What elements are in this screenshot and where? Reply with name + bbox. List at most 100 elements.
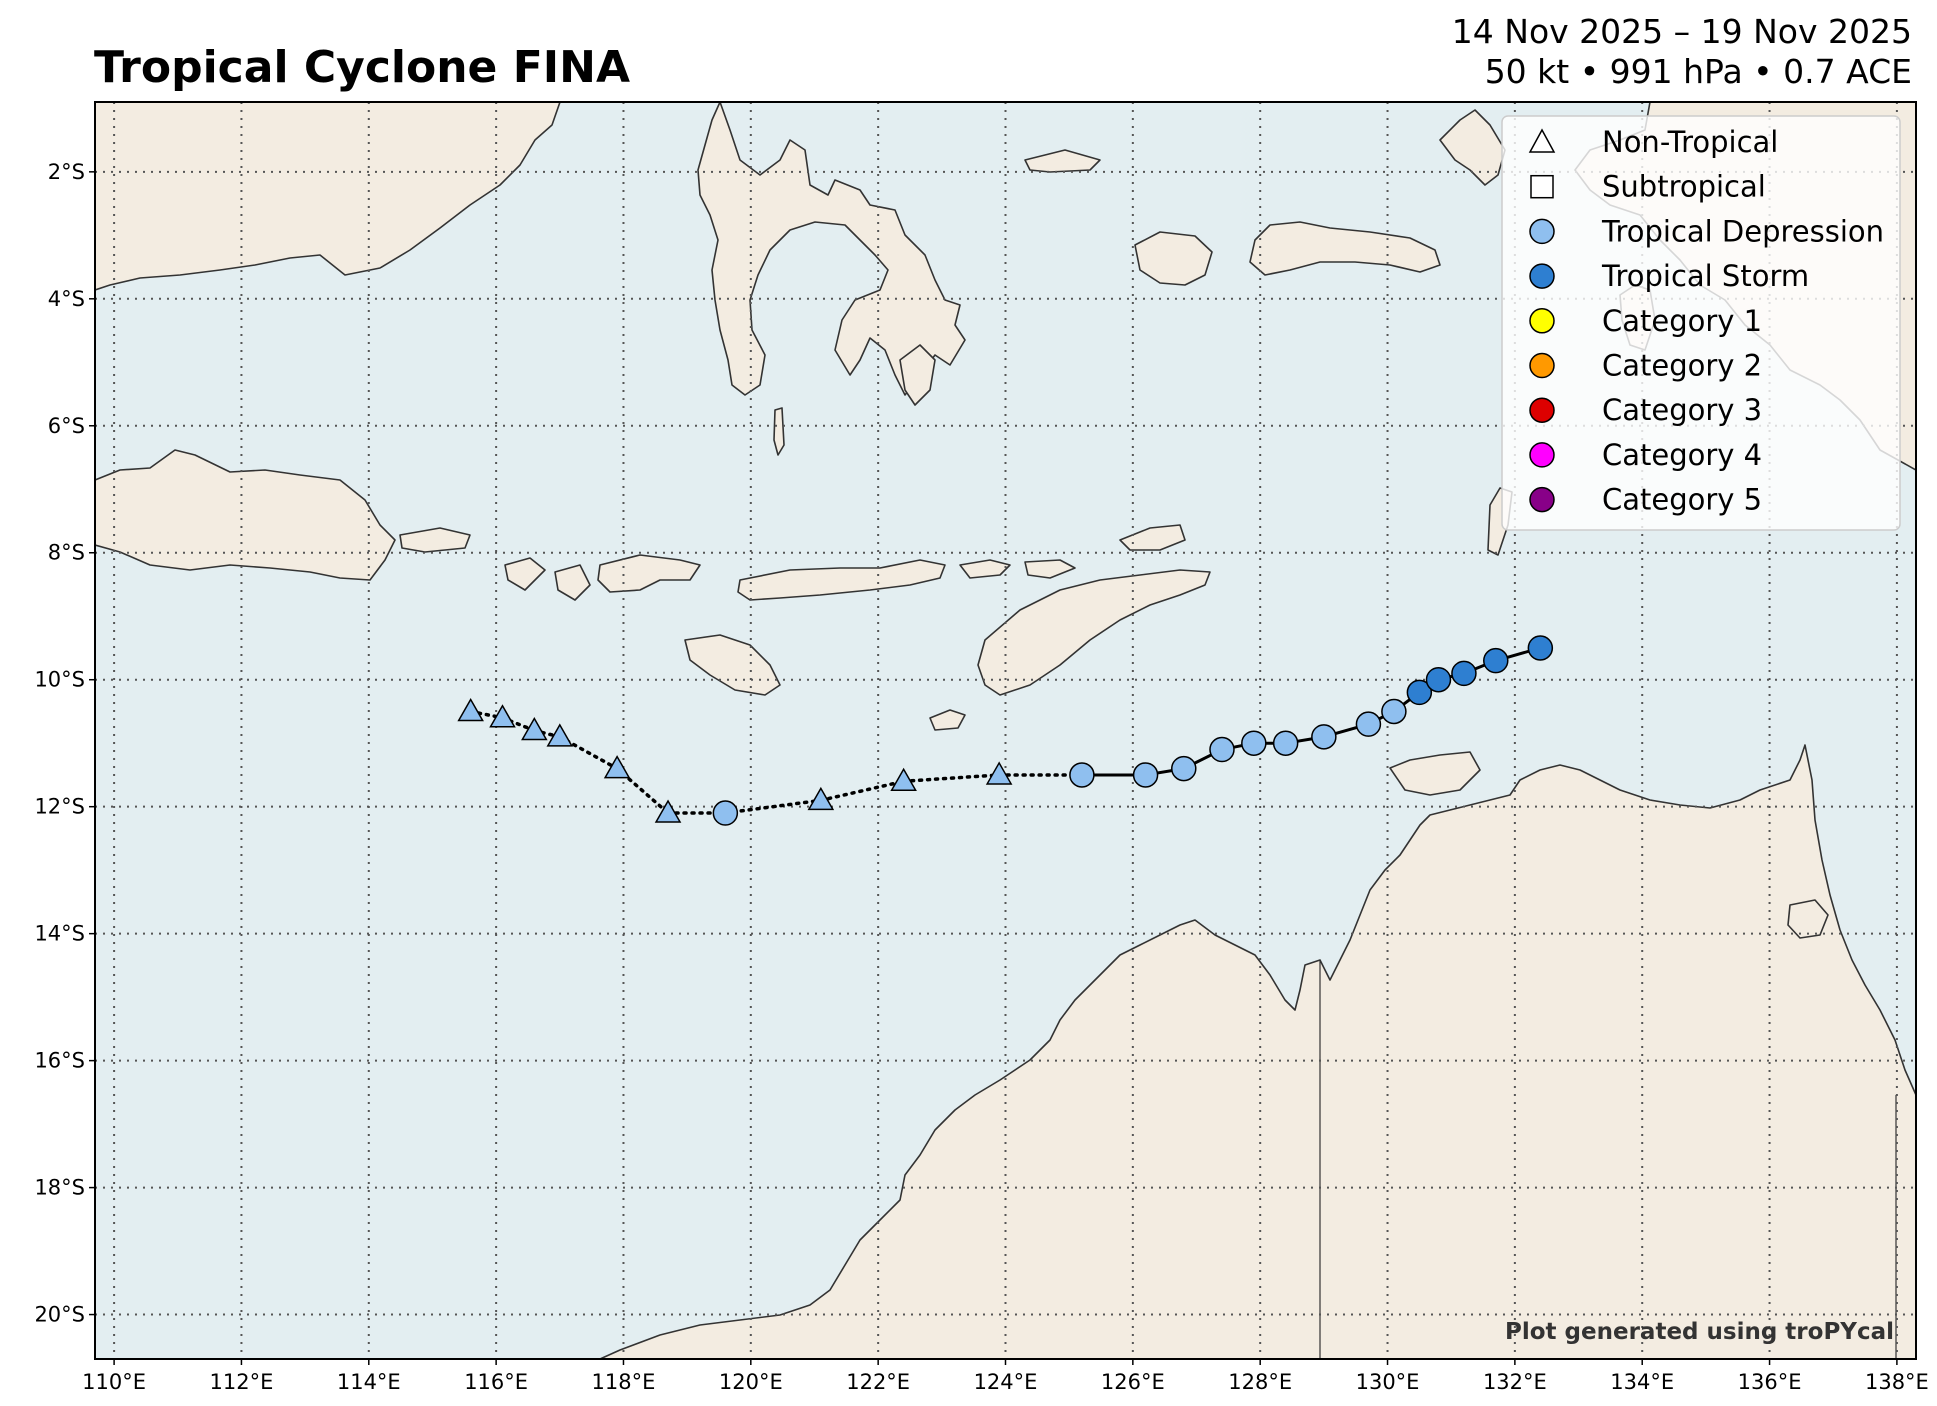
lon-tick-label: 122°E xyxy=(846,1370,910,1394)
track-point-non-tropical xyxy=(985,761,1013,785)
lat-tick-label: 6°S xyxy=(48,414,85,438)
track-point-tropical-depression xyxy=(1355,711,1382,737)
lat-tick-label: 12°S xyxy=(34,795,85,819)
lon-tick-label: 130°E xyxy=(1356,1370,1420,1394)
track-segment xyxy=(819,779,906,803)
land-wetar xyxy=(1024,559,1076,579)
track-point-tropical-depression xyxy=(1241,730,1267,756)
legend-marker-circle xyxy=(1529,263,1555,289)
legend-label: Subtropical xyxy=(1602,170,1766,204)
lon-tick-label: 134°E xyxy=(1610,1370,1674,1394)
track-point-tropical-storm xyxy=(1483,647,1509,674)
lat-tick-label: 18°S xyxy=(34,1176,85,1200)
legend-label: Tropical Depression xyxy=(1601,214,1884,248)
lon-tick-label: 132°E xyxy=(1483,1370,1547,1394)
land-flores xyxy=(737,559,946,601)
land-sumba xyxy=(684,634,781,696)
land-bali xyxy=(504,557,546,591)
lon-tick-label: 136°E xyxy=(1738,1370,1802,1394)
storm-stats: 50 kt • 991 hPa • 0.7 ACE xyxy=(1484,52,1912,91)
land-kalimantan xyxy=(95,102,561,291)
lat-tick-label: 16°S xyxy=(34,1049,85,1073)
land-tiwi xyxy=(1389,751,1481,796)
legend-marker-circle xyxy=(1529,218,1555,245)
legend-marker-circle xyxy=(1529,308,1555,334)
track-point-tropical-depression xyxy=(712,800,739,826)
land-java xyxy=(95,449,396,581)
land-alor xyxy=(959,559,1011,579)
legend-label: Category 1 xyxy=(1602,304,1762,338)
track-point-non-tropical xyxy=(654,799,682,823)
date-range: 14 Nov 2025 – 19 Nov 2025 xyxy=(1451,12,1912,51)
land-rote xyxy=(929,709,966,731)
map-title: Tropical Cyclone FINA xyxy=(94,42,631,93)
track-point-tropical-storm xyxy=(1406,679,1433,706)
lat-tick-label: 10°S xyxy=(34,668,85,692)
track-point-non-tropical xyxy=(457,697,484,722)
track-point-non-tropical xyxy=(603,755,631,779)
land-groote xyxy=(1787,899,1829,939)
track-point-non-tropical xyxy=(489,704,516,728)
track-point-non-tropical xyxy=(890,767,917,792)
track-point-non-tropical xyxy=(807,786,835,811)
legend-label: Category 4 xyxy=(1602,438,1762,472)
legend-marker-circle xyxy=(1529,442,1555,468)
land-sulawesi xyxy=(697,102,966,396)
lon-tick-label: 112°E xyxy=(210,1370,274,1394)
lon-tick-label: 124°E xyxy=(974,1370,1038,1394)
land-lombok xyxy=(554,564,591,601)
legend-marker-triangle xyxy=(1528,128,1556,153)
track-point-tropical-depression xyxy=(1381,698,1407,725)
track-point-tropical-depression xyxy=(1132,762,1159,788)
lat-tick-label: 4°S xyxy=(48,287,85,311)
land-seram xyxy=(1249,221,1441,276)
legend-label: Category 5 xyxy=(1602,483,1762,517)
track-segment xyxy=(500,716,537,733)
lat-tick-label: 2°S xyxy=(48,160,85,184)
track-point-tropical-depression xyxy=(1272,730,1299,756)
land-madura xyxy=(399,527,471,553)
lon-tick-label: 116°E xyxy=(464,1370,528,1394)
legend: Non-Tropical Subtropical Tropical Depressi… xyxy=(1501,115,1901,531)
track-point-non-tropical xyxy=(546,723,574,747)
lon-tick-label: 110°E xyxy=(82,1370,146,1394)
track-segment xyxy=(901,773,1001,784)
track-point-tropical-storm xyxy=(1451,660,1477,687)
land-buru xyxy=(1134,231,1213,286)
lon-tick-label: 120°E xyxy=(719,1370,783,1394)
land-timor xyxy=(977,569,1211,696)
track-segment xyxy=(723,798,823,815)
lon-tick-label: 126°E xyxy=(1101,1370,1165,1394)
lon-tick-label: 118°E xyxy=(592,1370,656,1394)
lat-tick-label: 8°S xyxy=(48,541,85,565)
lon-tick-label: 128°E xyxy=(1228,1370,1292,1394)
track-point-tropical-depression xyxy=(1209,736,1235,763)
track-points xyxy=(457,635,1554,826)
land-buton xyxy=(899,344,936,406)
track-point-tropical-depression xyxy=(1171,755,1197,782)
track-point-tropical-depression xyxy=(1069,762,1095,788)
legend-frame xyxy=(1501,115,1901,531)
legend-marker-circle xyxy=(1529,352,1555,379)
track-point-non-tropical xyxy=(521,716,548,741)
legend-label: Category 2 xyxy=(1602,349,1762,383)
legend-marker-square xyxy=(1530,174,1554,199)
lon-tick-label: 114°E xyxy=(337,1370,401,1394)
legend-label: Non-Tropical xyxy=(1602,125,1778,159)
lat-tick-label: 14°S xyxy=(34,922,85,946)
land-wetar-north xyxy=(1119,524,1186,551)
lat-tick-label: 20°S xyxy=(34,1303,85,1327)
land-sula xyxy=(1024,149,1101,173)
lon-tick-label: 138°E xyxy=(1865,1370,1929,1394)
land-selayar xyxy=(773,407,785,456)
legend-marker-circle xyxy=(1529,397,1555,423)
track-point-tropical-storm xyxy=(1527,635,1554,661)
legend-label: Category 3 xyxy=(1602,393,1762,427)
plot-credit: Plot generated using troPYcal xyxy=(1505,1319,1894,1345)
track-point-tropical-storm xyxy=(1425,666,1452,693)
legend-label: Tropical Storm xyxy=(1601,259,1809,293)
track-point-tropical-depression xyxy=(1311,724,1337,750)
land-australia xyxy=(599,744,1916,1359)
legend-marker-circle xyxy=(1529,486,1555,513)
